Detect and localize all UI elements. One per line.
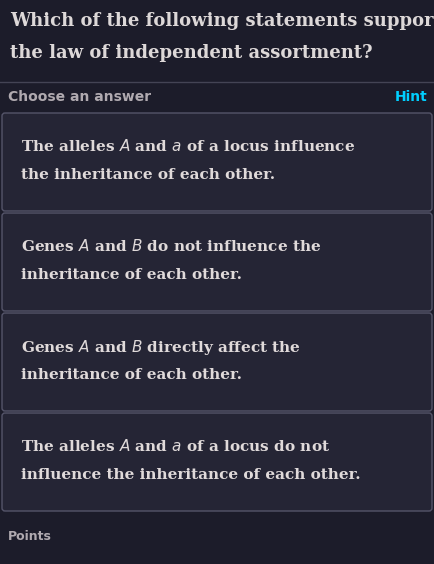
Text: The alleles $\mathit{A}$ and $\mathit{a}$ of a locus influence: The alleles $\mathit{A}$ and $\mathit{a}… bbox=[21, 138, 355, 154]
FancyBboxPatch shape bbox=[2, 113, 432, 211]
Text: Points: Points bbox=[8, 530, 52, 543]
Text: Genes $\mathit{A}$ and $\mathit{B}$ directly affect the: Genes $\mathit{A}$ and $\mathit{B}$ dire… bbox=[21, 338, 301, 357]
FancyBboxPatch shape bbox=[2, 413, 432, 511]
FancyBboxPatch shape bbox=[2, 213, 432, 311]
Text: the inheritance of each other.: the inheritance of each other. bbox=[21, 168, 275, 182]
Text: Hint: Hint bbox=[395, 90, 428, 104]
Text: influence the inheritance of each other.: influence the inheritance of each other. bbox=[21, 468, 361, 482]
Text: the law of independent assortment?: the law of independent assortment? bbox=[10, 44, 372, 62]
Text: Which of the following statements supports: Which of the following statements suppor… bbox=[10, 12, 434, 30]
FancyBboxPatch shape bbox=[2, 313, 432, 411]
Text: inheritance of each other.: inheritance of each other. bbox=[21, 368, 242, 382]
Text: Choose an answer: Choose an answer bbox=[8, 90, 151, 104]
Text: The alleles $\mathit{A}$ and $\mathit{a}$ of a locus do not: The alleles $\mathit{A}$ and $\mathit{a}… bbox=[21, 438, 330, 454]
Text: Genes $\mathit{A}$ and $\mathit{B}$ do not influence the: Genes $\mathit{A}$ and $\mathit{B}$ do n… bbox=[21, 238, 321, 254]
Text: inheritance of each other.: inheritance of each other. bbox=[21, 268, 242, 282]
